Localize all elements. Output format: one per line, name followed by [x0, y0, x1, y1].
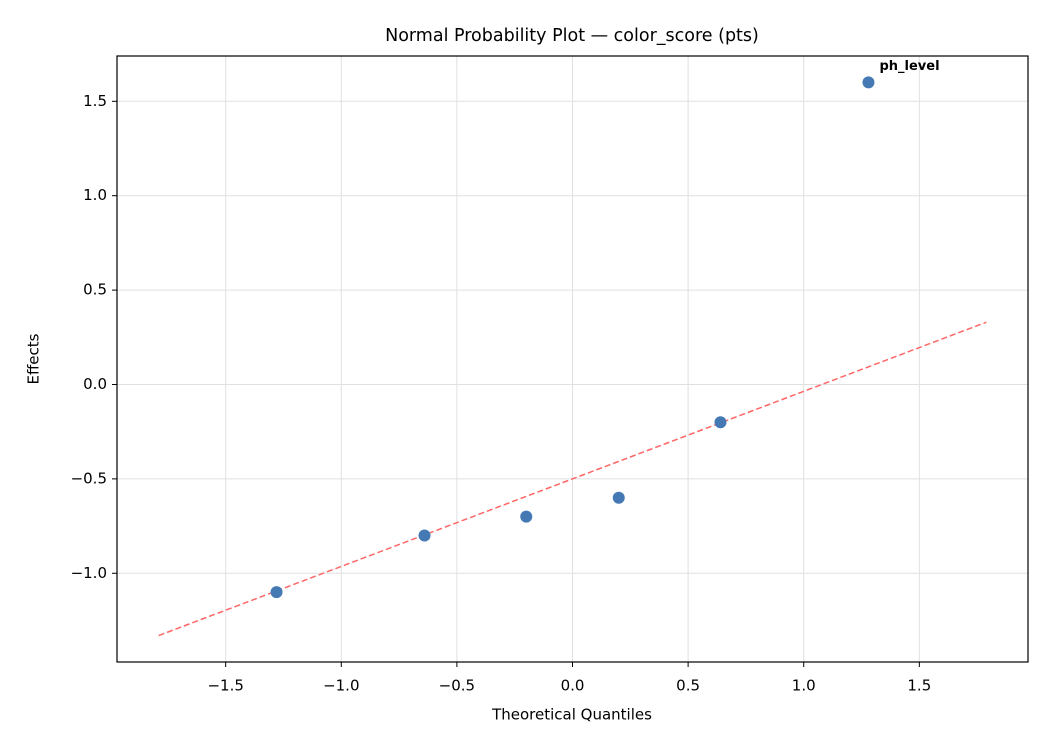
y-tick-label: −0.5	[71, 469, 107, 487]
y-tick-label: 1.5	[83, 92, 107, 110]
y-axis-label: Effects	[25, 333, 43, 384]
x-tick-label: 0.5	[676, 677, 700, 695]
chart-title: Normal Probability Plot — color_score (p…	[385, 26, 759, 46]
point	[418, 529, 431, 542]
y-tick-label: 1.0	[83, 186, 107, 204]
y-tick-label: 0.0	[83, 375, 107, 393]
x-axis-label: Theoretical Quantiles	[491, 706, 652, 724]
x-tick-label: 0.0	[561, 677, 585, 695]
plot-frame	[116, 55, 1029, 663]
point	[270, 586, 283, 599]
x-tick-label: 1.5	[907, 677, 931, 695]
x-tick-label: 1.0	[792, 677, 816, 695]
point	[612, 491, 625, 504]
point	[714, 416, 727, 429]
x-tick-label: −1.5	[207, 677, 243, 695]
x-tick-label: −1.0	[323, 677, 359, 695]
y-tick-label: 0.5	[83, 281, 107, 299]
x-tick-label: −0.5	[439, 677, 475, 695]
reference-line	[158, 321, 987, 637]
y-tick-label: −1.0	[71, 564, 107, 582]
point	[520, 510, 533, 523]
point-label: ph_level	[879, 59, 939, 74]
point	[862, 76, 875, 89]
